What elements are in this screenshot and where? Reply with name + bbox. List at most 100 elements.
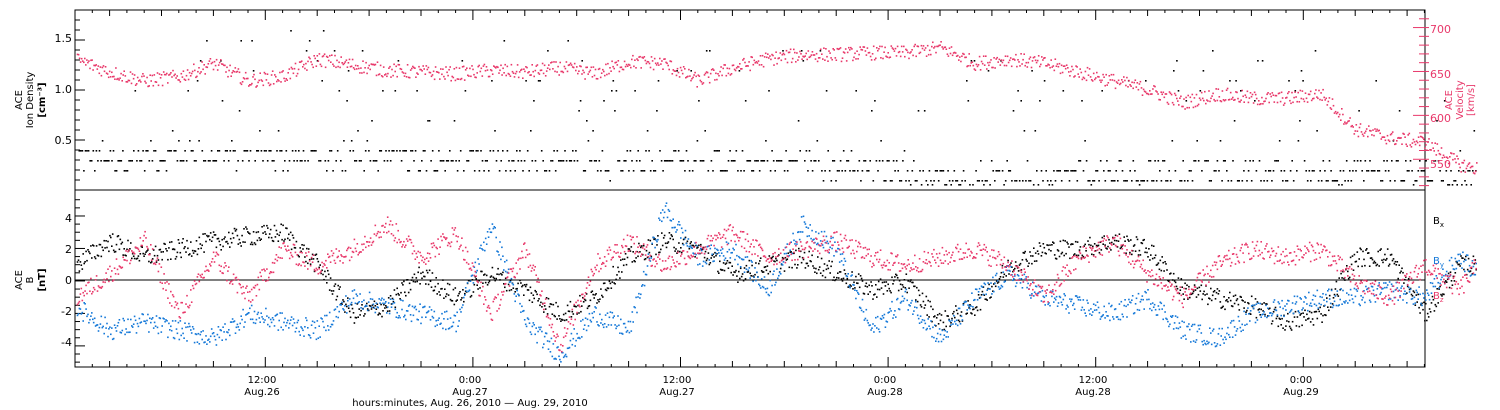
velocity-point (432, 70, 435, 73)
bx-point (1332, 297, 1335, 299)
velocity-point (884, 46, 886, 49)
bx-point (1306, 313, 1308, 316)
velocity-point (275, 75, 277, 78)
bx-point (291, 234, 294, 237)
density-point (625, 160, 627, 162)
density-point (1250, 180, 1253, 182)
velocity-point (1030, 66, 1033, 69)
by-point (157, 332, 160, 335)
bx-point (688, 247, 691, 250)
bx-point (1227, 300, 1229, 303)
by-point (504, 261, 506, 263)
bx-point (1408, 288, 1411, 291)
density-point (1205, 160, 1208, 162)
by-point (487, 236, 490, 238)
by-point (604, 314, 607, 316)
velocity-point (618, 70, 621, 73)
bx-point (1464, 258, 1466, 261)
bx-point (1216, 288, 1219, 290)
by-point (341, 301, 343, 304)
bx-point (880, 287, 883, 289)
bx-point (737, 281, 739, 283)
bx-point (1458, 263, 1460, 266)
velocity-point (1406, 145, 1408, 147)
by-point (776, 268, 778, 270)
by-point (96, 324, 99, 326)
velocity-point (678, 76, 681, 78)
density-point (1031, 70, 1033, 72)
bx-point (797, 264, 799, 266)
by-point (436, 324, 438, 326)
by-point (887, 312, 889, 314)
bx-point (1189, 296, 1191, 299)
bx-point (998, 278, 1001, 280)
bx-point (678, 242, 680, 244)
velocity-point (531, 64, 533, 66)
bx-point (1210, 299, 1213, 302)
velocity-point (1083, 77, 1086, 80)
density-point (358, 160, 361, 162)
velocity-point (314, 57, 316, 60)
density-point (498, 170, 501, 172)
bx-point (1314, 310, 1317, 313)
by-point (444, 311, 446, 313)
bx-point (566, 304, 569, 307)
bx-point (1060, 252, 1063, 255)
density-point (864, 160, 867, 162)
velocity-point (1114, 87, 1117, 90)
by-point (732, 247, 734, 250)
velocity-point (877, 49, 879, 52)
by-point (636, 311, 638, 314)
bx-point (856, 282, 858, 284)
bx-point (1251, 305, 1254, 308)
density-point (1428, 180, 1430, 182)
bx-point (1347, 270, 1349, 273)
bx-point (867, 293, 869, 295)
by-point (396, 311, 398, 314)
bx-point (1355, 260, 1358, 263)
by-point (219, 329, 222, 331)
bx-point (853, 281, 855, 284)
bx-point (878, 288, 881, 291)
bx-point (158, 249, 161, 251)
bx-point (1322, 314, 1324, 317)
velocity-point (986, 68, 988, 70)
velocity-point (787, 51, 790, 54)
velocity-point (1269, 93, 1271, 95)
velocity-point (797, 59, 799, 61)
by-point (337, 316, 339, 319)
bx-point (1054, 257, 1057, 260)
by-point (967, 304, 969, 306)
density-point (942, 170, 945, 172)
by-point (781, 264, 784, 266)
density-point (1294, 90, 1297, 92)
velocity-point (159, 77, 162, 79)
bx-point (137, 255, 140, 257)
bx-point (935, 325, 937, 327)
bx-point (831, 260, 833, 263)
velocity-point (288, 68, 291, 70)
by-point (902, 300, 905, 302)
velocity-point (1221, 90, 1224, 92)
by-point (415, 308, 418, 311)
velocity-point (1451, 152, 1453, 155)
density-point (698, 100, 700, 102)
bx-point (582, 301, 585, 303)
by-point (847, 273, 849, 275)
bx-point (580, 310, 582, 313)
bx-point (609, 282, 612, 285)
velocity-point (1373, 134, 1375, 137)
density-point (741, 150, 744, 152)
density-point (1433, 160, 1435, 162)
by-point (763, 276, 766, 278)
by-point (496, 250, 498, 252)
velocity-point (81, 60, 84, 62)
density-point (872, 180, 875, 182)
by-point (784, 246, 787, 249)
bx-point (1426, 319, 1428, 322)
density-point (1462, 170, 1465, 172)
bx-point (680, 247, 682, 249)
density-point (1372, 170, 1374, 172)
density-point (1062, 90, 1065, 92)
bx-point (96, 254, 99, 257)
